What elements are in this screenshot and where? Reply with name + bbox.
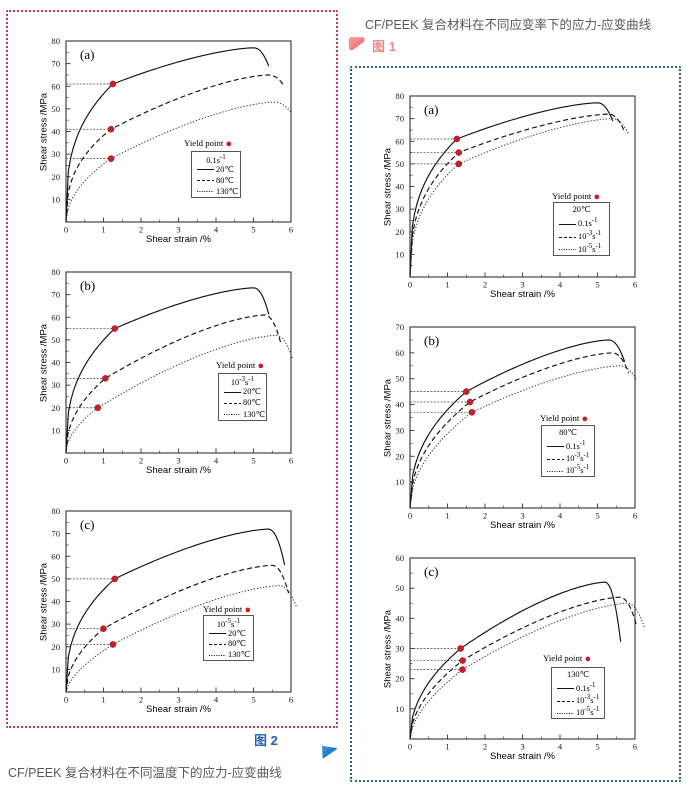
svg-text:70: 70: [51, 59, 60, 69]
svg-text:80: 80: [51, 267, 60, 277]
svg-text:40: 40: [395, 400, 404, 410]
svg-text:0: 0: [64, 225, 68, 235]
svg-text:2: 2: [139, 456, 143, 466]
svg-text:30: 30: [395, 425, 404, 435]
svg-text:30: 30: [395, 204, 404, 214]
svg-text:50: 50: [395, 583, 404, 593]
svg-text:3: 3: [176, 225, 180, 235]
svg-text:4: 4: [214, 225, 219, 235]
svg-text:1: 1: [101, 225, 105, 235]
svg-text:0: 0: [64, 456, 68, 466]
svg-text:5: 5: [595, 511, 599, 521]
svg-text:0: 0: [408, 742, 412, 752]
svg-text:80: 80: [51, 36, 60, 46]
svg-text:10: 10: [395, 704, 404, 714]
svg-text:2: 2: [483, 280, 487, 290]
svg-text:60: 60: [395, 348, 404, 358]
svg-text:6: 6: [289, 456, 294, 466]
svg-text:1: 1: [101, 456, 105, 466]
svg-text:30: 30: [51, 380, 60, 390]
svg-text:30: 30: [395, 644, 404, 654]
svg-text:4: 4: [214, 695, 219, 705]
svg-text:6: 6: [633, 280, 638, 290]
svg-text:4: 4: [558, 511, 563, 521]
svg-text:2: 2: [139, 695, 143, 705]
svg-text:2: 2: [483, 511, 487, 521]
svg-text:40: 40: [395, 613, 404, 623]
svg-text:5: 5: [595, 280, 599, 290]
svg-text:40: 40: [51, 127, 60, 137]
svg-text:60: 60: [395, 136, 404, 146]
svg-text:50: 50: [395, 374, 404, 384]
svg-text:40: 40: [51, 597, 60, 607]
svg-text:20: 20: [395, 227, 404, 237]
svg-text:30: 30: [51, 619, 60, 629]
svg-text:80: 80: [395, 91, 404, 101]
svg-text:70: 70: [51, 290, 60, 300]
svg-text:4: 4: [558, 742, 563, 752]
svg-text:50: 50: [395, 159, 404, 169]
svg-text:50: 50: [51, 335, 60, 345]
svg-text:0: 0: [64, 695, 68, 705]
svg-text:60: 60: [395, 553, 404, 563]
svg-text:6: 6: [289, 225, 294, 235]
svg-text:20: 20: [395, 451, 404, 461]
svg-text:20: 20: [51, 642, 60, 652]
svg-text:10: 10: [51, 194, 60, 204]
svg-text:30: 30: [51, 149, 60, 159]
svg-text:6: 6: [633, 511, 638, 521]
svg-text:60: 60: [51, 312, 60, 322]
svg-text:3: 3: [520, 280, 524, 290]
svg-text:60: 60: [51, 81, 60, 91]
svg-text:2: 2: [483, 742, 487, 752]
svg-text:70: 70: [395, 322, 404, 332]
svg-text:10: 10: [395, 249, 404, 259]
svg-text:20: 20: [51, 172, 60, 182]
svg-text:40: 40: [395, 182, 404, 192]
svg-text:6: 6: [289, 695, 294, 705]
svg-text:1: 1: [101, 695, 105, 705]
svg-text:0: 0: [408, 511, 412, 521]
svg-text:20: 20: [395, 674, 404, 684]
svg-text:3: 3: [520, 742, 524, 752]
svg-text:1: 1: [445, 742, 449, 752]
svg-text:4: 4: [558, 280, 563, 290]
svg-text:20: 20: [51, 403, 60, 413]
svg-text:5: 5: [251, 456, 255, 466]
svg-text:60: 60: [51, 551, 60, 561]
svg-text:2: 2: [139, 225, 143, 235]
svg-text:5: 5: [251, 695, 255, 705]
svg-text:3: 3: [176, 695, 180, 705]
svg-text:1: 1: [445, 511, 449, 521]
svg-text:1: 1: [445, 280, 449, 290]
svg-text:10: 10: [395, 477, 404, 487]
svg-text:3: 3: [176, 456, 180, 466]
svg-text:4: 4: [214, 456, 219, 466]
svg-text:50: 50: [51, 574, 60, 584]
svg-text:5: 5: [595, 742, 599, 752]
svg-text:50: 50: [51, 104, 60, 114]
svg-text:40: 40: [51, 358, 60, 368]
svg-text:0: 0: [408, 280, 412, 290]
svg-text:80: 80: [51, 506, 60, 516]
svg-text:5: 5: [251, 225, 255, 235]
svg-text:10: 10: [51, 425, 60, 435]
svg-text:6: 6: [633, 742, 638, 752]
svg-text:3: 3: [520, 511, 524, 521]
svg-text:10: 10: [51, 664, 60, 674]
svg-text:70: 70: [395, 114, 404, 124]
svg-text:70: 70: [51, 529, 60, 539]
